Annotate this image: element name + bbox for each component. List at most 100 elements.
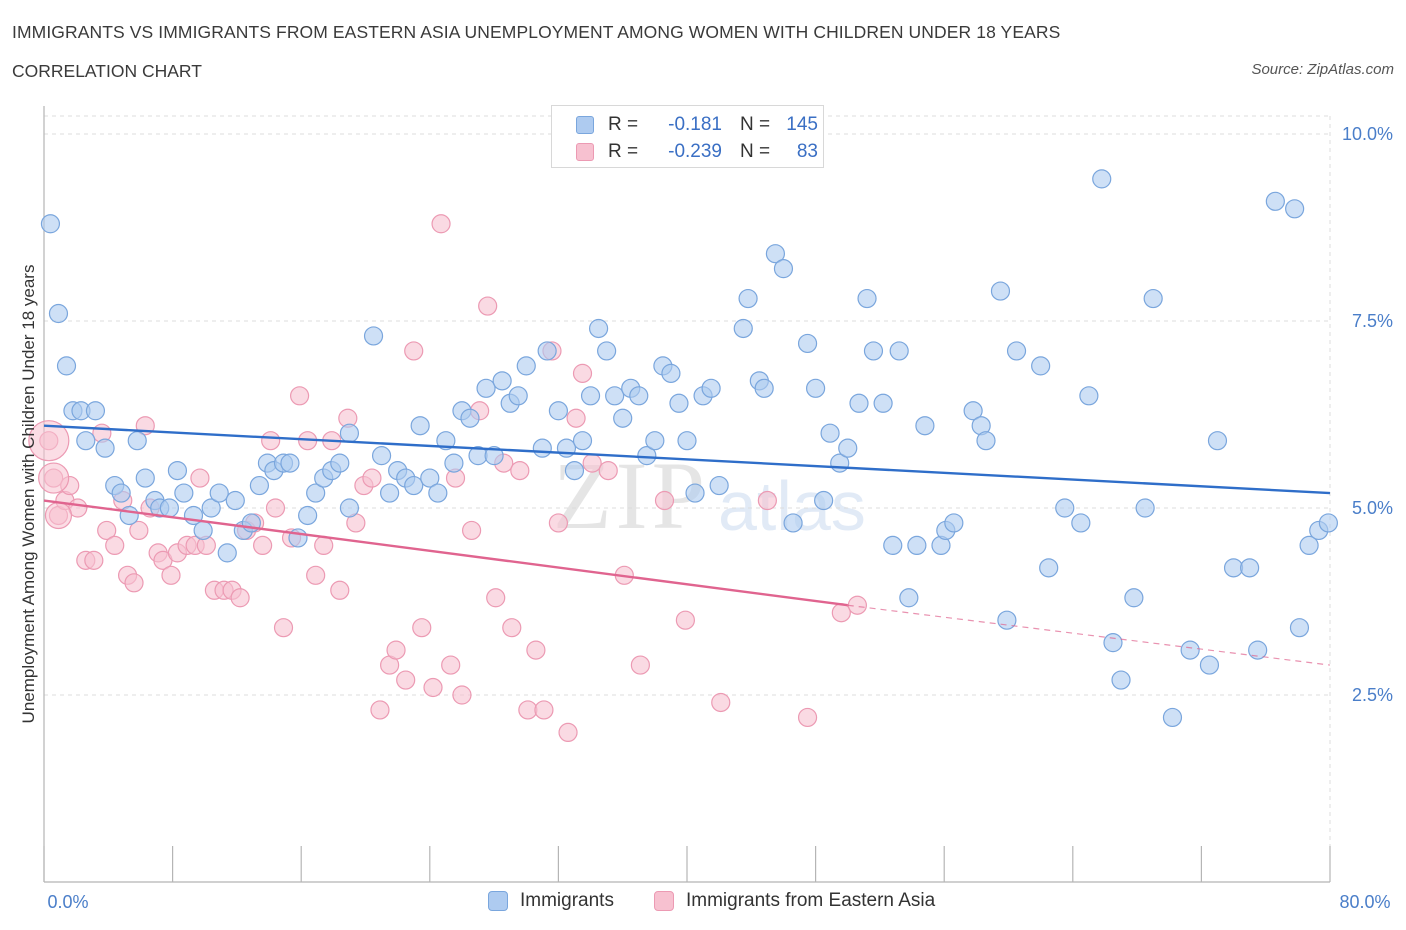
point-eastern-asia xyxy=(534,700,554,720)
legend-swatch-eastern-asia xyxy=(654,891,674,911)
point-immigrants xyxy=(899,588,919,608)
point-immigrants xyxy=(849,393,869,413)
point-eastern-asia-large xyxy=(38,462,70,494)
point-eastern-asia xyxy=(370,700,390,720)
point-immigrants xyxy=(476,378,496,398)
point-immigrants xyxy=(339,423,360,443)
point-immigrants xyxy=(249,475,270,496)
point-immigrants xyxy=(701,378,721,398)
point-eastern-asia-large xyxy=(28,420,70,462)
point-eastern-asia xyxy=(757,490,777,511)
trend-line-eastern-asia-extension xyxy=(847,604,1331,666)
point-immigrants xyxy=(516,356,536,376)
point-immigrants xyxy=(588,318,609,339)
point-immigrants xyxy=(629,386,649,406)
y-tick-label: 5.0% xyxy=(1352,498,1393,518)
point-immigrants xyxy=(111,483,131,503)
point-immigrants xyxy=(889,341,909,361)
point-eastern-asia xyxy=(362,468,382,488)
point-eastern-asia xyxy=(654,490,675,511)
x-tick-label: 0.0% xyxy=(47,892,88,912)
trend-line-immigrants xyxy=(43,424,1331,495)
point-immigrants xyxy=(1055,498,1075,518)
point-eastern-asia xyxy=(566,408,586,428)
point-immigrants xyxy=(174,483,194,503)
point-immigrants xyxy=(76,431,96,451)
point-immigrants xyxy=(444,453,464,473)
axes xyxy=(43,106,1331,883)
point-immigrants xyxy=(838,438,858,458)
point-eastern-asia xyxy=(711,692,731,713)
point-eastern-asia xyxy=(548,513,569,533)
legend-item-eastern-asia[interactable]: Immigrants from Eastern Asia xyxy=(654,890,935,912)
point-eastern-asia xyxy=(478,296,498,316)
stats-row-eastern-asia: R = -0.239 N = 83 xyxy=(576,140,818,164)
point-immigrants xyxy=(738,288,758,309)
point-eastern-asia xyxy=(518,700,538,720)
point-immigrants xyxy=(201,498,221,518)
point-immigrants xyxy=(1299,535,1319,556)
n-value: 83 xyxy=(796,141,818,162)
point-immigrants xyxy=(1289,618,1310,638)
point-immigrants xyxy=(997,610,1017,630)
y-tick-label: 2.5% xyxy=(1352,685,1393,705)
point-immigrants xyxy=(167,461,188,481)
point-eastern-asia xyxy=(412,618,432,638)
r-label: R = xyxy=(608,114,639,135)
point-immigrants xyxy=(709,475,729,496)
point-immigrants xyxy=(976,431,996,451)
point-immigrants xyxy=(225,490,245,511)
n-label: N = xyxy=(740,114,771,135)
point-immigrants xyxy=(1031,356,1051,376)
y-tick-label: 10.0% xyxy=(1342,124,1393,144)
point-immigrants xyxy=(1180,640,1200,660)
point-immigrants xyxy=(645,431,665,451)
point-immigrants xyxy=(820,423,840,443)
legend-item-immigrants[interactable]: Immigrants xyxy=(488,890,614,912)
point-eastern-asia xyxy=(404,341,424,361)
point-immigrants xyxy=(339,498,360,518)
r-label: R = xyxy=(608,141,639,162)
point-immigrants xyxy=(773,259,794,279)
point-immigrants xyxy=(783,513,803,533)
point-immigrants xyxy=(1285,199,1305,219)
point-immigrants xyxy=(159,498,179,518)
point-eastern-asia xyxy=(582,453,602,473)
point-eastern-asia xyxy=(441,655,461,675)
point-immigrants xyxy=(1223,558,1244,578)
point-eastern-asia xyxy=(97,520,117,541)
series-immigrants-points xyxy=(40,169,1338,728)
legend-label-eastern-asia: Immigrants from Eastern Asia xyxy=(686,890,936,911)
point-eastern-asia xyxy=(797,707,818,728)
point-eastern-asia xyxy=(386,640,406,660)
point-immigrants xyxy=(597,341,617,361)
x-tick-label: 80.0% xyxy=(1339,892,1390,912)
point-immigrants xyxy=(217,543,237,563)
point-eastern-asia xyxy=(598,461,618,481)
point-immigrants xyxy=(119,505,139,526)
point-immigrants xyxy=(193,520,213,541)
point-immigrants xyxy=(298,505,318,526)
point-eastern-asia xyxy=(289,386,310,406)
point-immigrants xyxy=(40,214,61,234)
point-immigrants xyxy=(944,513,964,533)
point-immigrants xyxy=(572,431,593,451)
point-immigrants xyxy=(1079,386,1099,406)
source-credit: Source: ZipAtlas.com xyxy=(1251,61,1394,78)
point-immigrants xyxy=(990,281,1011,301)
point-eastern-asia xyxy=(265,498,286,518)
n-label: N = xyxy=(740,141,771,162)
point-immigrants xyxy=(883,535,903,556)
r-value: -0.181 xyxy=(668,114,722,135)
point-immigrants xyxy=(371,446,392,466)
point-immigrants xyxy=(1143,288,1163,309)
point-immigrants xyxy=(805,378,826,398)
point-immigrants xyxy=(669,393,689,413)
point-immigrants xyxy=(733,318,753,339)
point-immigrants xyxy=(209,483,229,503)
point-immigrants xyxy=(915,416,935,436)
point-immigrants xyxy=(685,483,705,503)
point-immigrants xyxy=(56,356,77,376)
point-immigrants xyxy=(1006,341,1027,361)
series-legend: Immigrants Immigrants from Eastern Asia xyxy=(0,890,1406,916)
